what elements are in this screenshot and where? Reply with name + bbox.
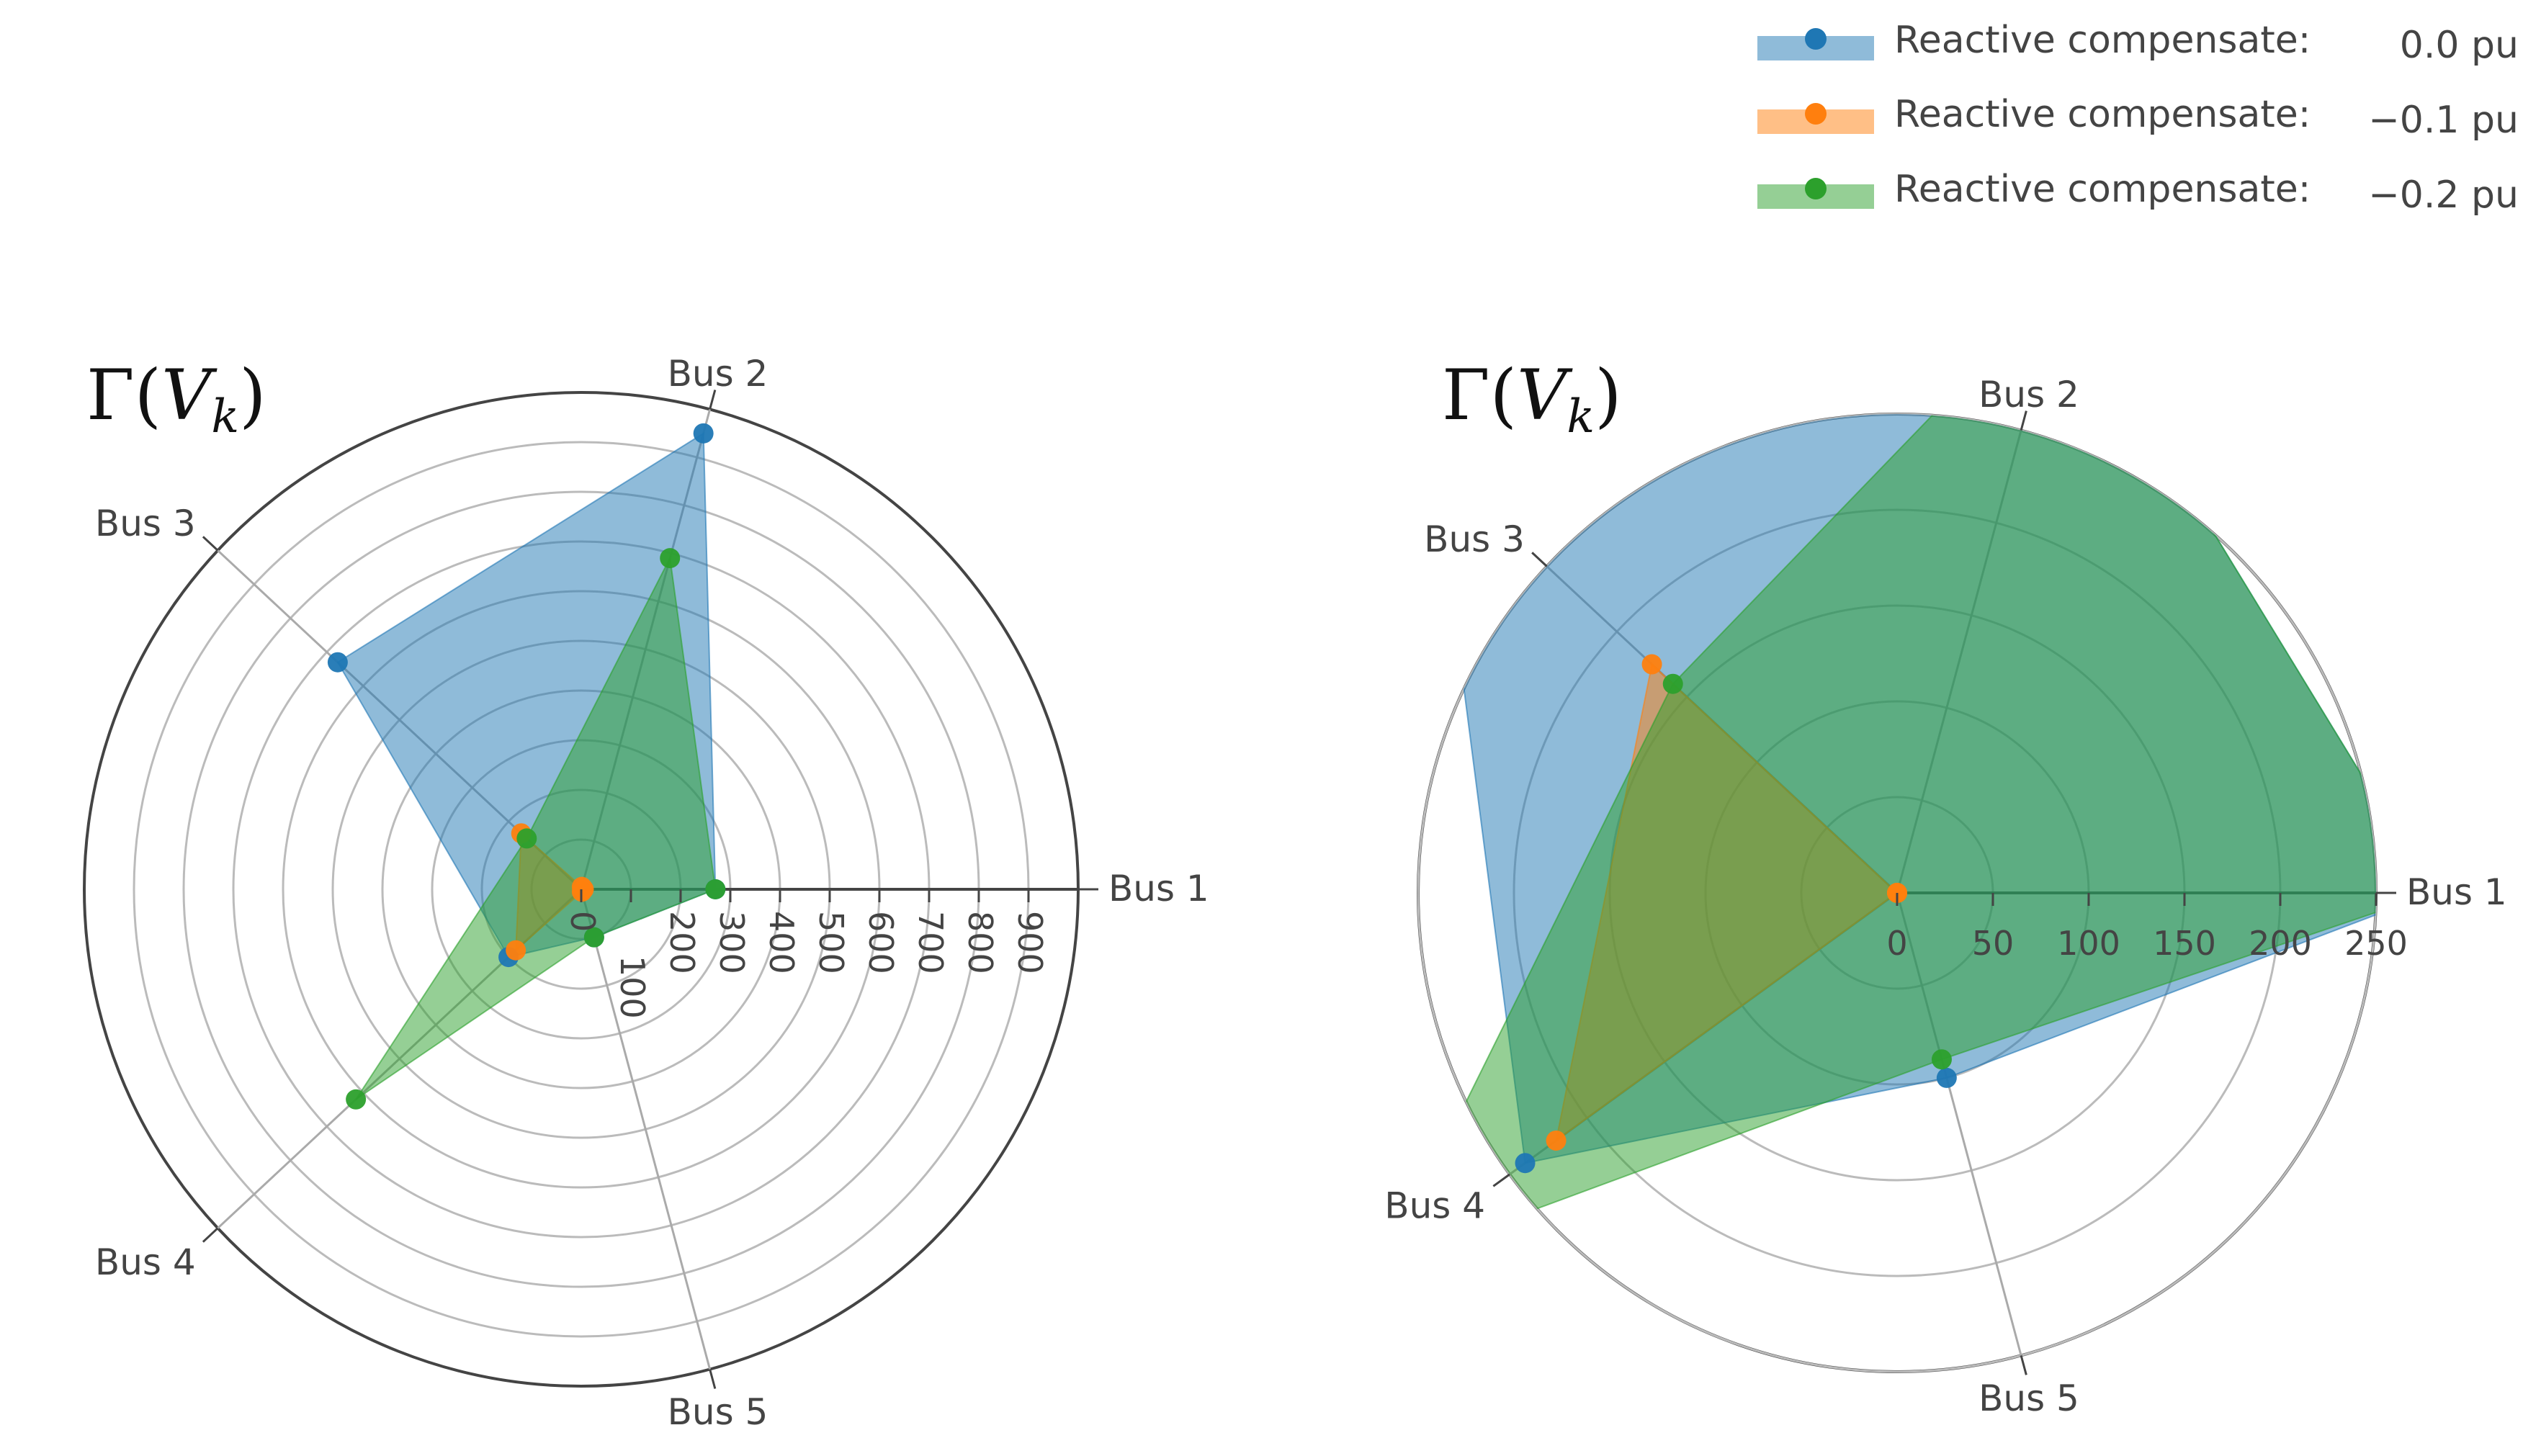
spoke-tick-2 (1531, 552, 1548, 567)
spoke-tick-3 (1492, 1173, 1510, 1187)
spoke-tick-4 (2020, 1354, 2027, 1375)
radial-tick-label-1: 100 (613, 956, 652, 1019)
chart-title-0: Γ(Vk) (86, 355, 266, 444)
radial-tick-label-2: 100 (2057, 924, 2120, 963)
category-label-4: Bus 5 (1978, 1378, 2079, 1419)
series-2-point-4[interactable] (1931, 1049, 1952, 1070)
series-2-point-2[interactable] (1662, 673, 1683, 694)
legend-label-2: Reactive compensate: (1894, 168, 2311, 211)
series-layer (336, 432, 717, 1100)
legend-item-1[interactable]: Reactive compensate: −0.1 pu (1757, 93, 2519, 142)
chart-title-1: Γ(Vk) (1442, 355, 1622, 444)
legend-marker-1 (1805, 103, 1827, 125)
series-1-point-3[interactable] (506, 940, 526, 961)
category-label-1: Bus 2 (668, 353, 768, 395)
category-label-1: Bus 2 (1978, 374, 2079, 415)
series-1-point-3[interactable] (1546, 1130, 1567, 1151)
legend-marker-2 (1805, 178, 1827, 199)
radial-tick-label-4: 200 (2249, 924, 2312, 963)
spoke-tick-1 (709, 390, 717, 410)
legend-value-0: 0.0 pu (2400, 24, 2519, 67)
radar-chart-right: Bus 1 Bus 2 Bus 3 Bus 4 Bus 5 0 50 100 150 200 250 (1384, 374, 2507, 1419)
series-2-point-4[interactable] (583, 927, 604, 948)
series-area-2 (1418, 414, 2376, 1266)
legend-value-1: −0.1 pu (2368, 99, 2519, 142)
legend-item-2[interactable]: Reactive compensate: −0.2 pu (1757, 168, 2519, 217)
radial-tick-label-9: 900 (1010, 911, 1049, 974)
category-label-0: Bus 1 (2406, 871, 2507, 913)
spoke-tick-3 (202, 1227, 219, 1243)
series-2-point-3[interactable] (346, 1089, 367, 1110)
legend-label-0: Reactive compensate: (1894, 19, 2311, 62)
radial-tick-label-4: 400 (762, 911, 801, 974)
legend-item-0[interactable]: Reactive compensate: 0.0 pu (1757, 19, 2519, 67)
spoke-tick-2 (202, 536, 219, 552)
radial-tick-label-3: 300 (712, 911, 751, 974)
legend: Reactive compensate: 0.0 pu Reactive com… (1757, 19, 2519, 217)
radial-tick-label-7: 700 (911, 911, 950, 974)
series-0-point-2[interactable] (327, 652, 348, 673)
radial-tick-label-0: 0 (563, 911, 602, 932)
radial-tick-label-5: 250 (2344, 924, 2408, 963)
legend-value-2: −0.2 pu (2368, 174, 2519, 217)
category-label-3: Bus 4 (95, 1241, 196, 1283)
series-0-point-4[interactable] (1936, 1067, 1957, 1088)
radial-tick-label-3: 150 (2153, 924, 2216, 963)
radial-tick-label-6: 600 (861, 911, 900, 974)
series-0-point-1[interactable] (693, 423, 714, 444)
series-2-point-0[interactable] (705, 879, 726, 899)
series-area-2 (355, 555, 717, 1100)
series-0-point-3[interactable] (1515, 1153, 1536, 1174)
radial-tick-label-1: 50 (1972, 924, 2015, 963)
radial-tick-label-2: 200 (663, 911, 702, 974)
spoke-tick-1 (2020, 410, 2027, 431)
category-label-0: Bus 1 (1108, 868, 1209, 909)
series-2-point-1[interactable] (660, 548, 681, 569)
legend-marker-0 (1805, 28, 1827, 50)
radial-tick-label-0: 0 (1886, 924, 1907, 963)
radar-chart-left: Bus 1 Bus 2 Bus 3 Bus 4 Bus 5 0 100 200 300 400 50… (83, 353, 1209, 1433)
series-1-point-2[interactable] (1641, 654, 1662, 675)
category-label-3: Bus 4 (1384, 1185, 1485, 1227)
legend-label-1: Reactive compensate: (1894, 93, 2311, 136)
spoke-4 (580, 889, 712, 1370)
category-label-2: Bus 3 (95, 503, 196, 544)
category-label-2: Bus 3 (1424, 518, 1525, 560)
radial-tick-label-8: 800 (961, 911, 1000, 974)
radial-tick-label-5: 500 (812, 911, 851, 974)
spoke-tick-4 (709, 1369, 717, 1389)
category-label-4: Bus 5 (668, 1391, 768, 1433)
series-2-point-2[interactable] (516, 828, 537, 849)
